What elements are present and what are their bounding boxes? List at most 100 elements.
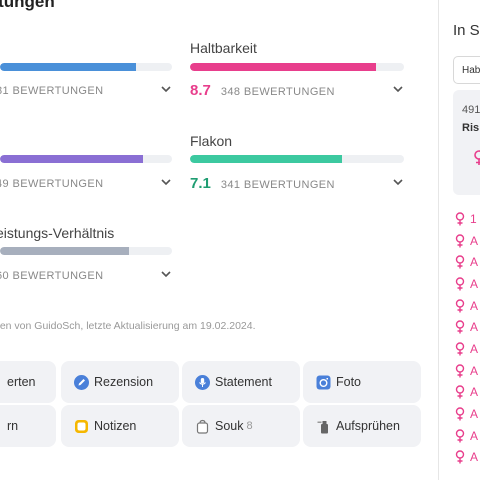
sidebar-title: In S (453, 22, 480, 39)
female-icon (455, 298, 465, 313)
list-item[interactable]: A (455, 382, 478, 404)
list-item[interactable]: A (455, 447, 478, 469)
list-item[interactable]: A (455, 230, 478, 252)
rating-bar-haltbarkeit (190, 63, 404, 71)
camera-icon (316, 375, 331, 390)
microphone-icon (195, 374, 210, 390)
list-item[interactable]: A (455, 360, 478, 382)
list-item-label: A (470, 385, 479, 400)
list-item[interactable]: A (455, 403, 478, 425)
souk-button-label: Souk (215, 419, 244, 433)
female-icon (455, 233, 465, 248)
female-icon (455, 429, 465, 443)
souk-count: 8 (246, 420, 253, 432)
review-button-label: Rezension (94, 375, 154, 389)
rate-button[interactable]: erten (0, 361, 56, 403)
spray-bottle-icon (316, 419, 331, 434)
metric-title-price-value: eistungs-Verhältnis (0, 225, 115, 241)
sidebar-select[interactable]: Hab (453, 56, 480, 84)
collection-button-label: rn (7, 419, 19, 433)
list-item[interactable]: A (455, 338, 478, 360)
rating-row-flakon: 7.1 341 BEWERTUNGEN (190, 175, 335, 192)
chevron-down-icon[interactable] (159, 82, 173, 96)
update-footnote: gen von GuidoSch, letzte Aktualisierung … (0, 320, 256, 332)
rating-count-3: 49 BEWERTUNGEN (0, 178, 104, 190)
chevron-down-icon[interactable] (159, 267, 173, 281)
rating-count-1: 81 BEWERTUNGEN (0, 85, 104, 97)
rate-button-label: erten (7, 375, 36, 389)
notes-button[interactable]: Notizen (61, 405, 179, 447)
female-icon (455, 212, 465, 226)
list-item[interactable]: A (455, 295, 478, 317)
list-item-label: A (470, 407, 479, 422)
list-item[interactable]: A (455, 316, 478, 338)
rating-bar-fill-haltbarkeit (190, 63, 377, 71)
rating-count-row-1: 81 BEWERTUNGEN (0, 85, 103, 97)
sidebar-card[interactable]: 491 Ris (453, 90, 480, 195)
rating-count-row-3: 49 BEWERTUNGEN (0, 178, 103, 190)
list-item-label: A (470, 233, 479, 248)
female-icon (474, 150, 480, 165)
chevron-down-icon[interactable] (391, 82, 405, 96)
list-item-label: A (470, 298, 479, 313)
rating-bar-fill-3 (0, 155, 143, 163)
souk-button[interactable]: Souk 8 (182, 405, 300, 447)
metric-price-value: eistungs-Verhältnis (0, 223, 114, 243)
sidebar-card-line1: 491 (462, 104, 480, 116)
statement-button-label: Statement (215, 375, 272, 389)
notes-icon (74, 419, 89, 434)
list-item-label: A (470, 428, 479, 443)
list-item[interactable]: A (455, 251, 478, 273)
sidebar-card-line2: Ris (462, 122, 480, 134)
list-item[interactable]: A (455, 425, 478, 447)
photo-button[interactable]: Foto (303, 361, 421, 403)
rating-bar-1 (0, 63, 172, 71)
rating-count-price-value: 60 BEWERTUNGEN (0, 270, 104, 282)
sidebar: In S Hab 491 Ris 1 A A A A A A A A A A A (438, 0, 480, 480)
rating-count-haltbarkeit: 348 BEWERTUNGEN (220, 86, 335, 98)
female-icon (455, 255, 465, 269)
bag-icon (195, 419, 210, 434)
list-item-label: 1 (470, 211, 477, 226)
metric-title-flakon: Flakon (190, 133, 233, 149)
list-item-label: A (470, 320, 479, 335)
metric-title-haltbarkeit: Haltbarkeit (190, 40, 257, 56)
photo-button-label: Foto (336, 375, 362, 389)
rating-bar-flakon (190, 155, 404, 163)
chevron-down-icon[interactable] (391, 175, 405, 189)
female-icon (455, 277, 465, 291)
section-title: ertungen (0, 0, 55, 11)
female-icon (455, 450, 465, 464)
rating-bar-price-value (0, 247, 172, 255)
rating-bar-fill-price-value (0, 247, 129, 255)
female-icon (455, 407, 465, 421)
female-icon (455, 385, 465, 399)
pencil-icon (74, 374, 89, 390)
list-item-label: A (470, 255, 479, 270)
metric-flakon: Flakon (190, 131, 232, 151)
review-button[interactable]: Rezension (61, 361, 179, 403)
rating-count-flakon: 341 BEWERTUNGEN (220, 179, 335, 191)
rating-row-haltbarkeit: 8.7 348 BEWERTUNGEN (190, 82, 335, 99)
rating-bar-fill-flakon (190, 155, 342, 163)
sidebar-list: 1 A A A A A A A A A A A (455, 208, 478, 468)
spray-button[interactable]: Aufsprühen (303, 405, 421, 447)
list-item[interactable]: A (455, 273, 478, 295)
notes-button-label: Notizen (94, 419, 137, 433)
ratings-section: ertungen 81 BEWERTUNGEN Haltbarkeit 8.7 … (0, 0, 421, 447)
rating-count-row-price-value: 60 BEWERTUNGEN (0, 270, 103, 282)
list-item[interactable]: 1 (455, 208, 478, 230)
score-haltbarkeit: 8.7 (190, 82, 211, 99)
chevron-down-icon[interactable] (159, 175, 173, 189)
collection-button[interactable]: rn (0, 405, 56, 447)
female-icon (455, 363, 465, 378)
list-item-label: A (470, 363, 479, 378)
statement-button[interactable]: Statement (182, 361, 300, 403)
female-icon (455, 342, 465, 356)
metric-haltbarkeit: Haltbarkeit (190, 38, 257, 58)
female-icon (455, 320, 465, 334)
rating-bar-fill-1 (0, 63, 136, 71)
spray-button-label: Aufsprühen (336, 419, 400, 433)
score-flakon: 7.1 (190, 175, 211, 192)
list-item-label: A (470, 341, 479, 356)
